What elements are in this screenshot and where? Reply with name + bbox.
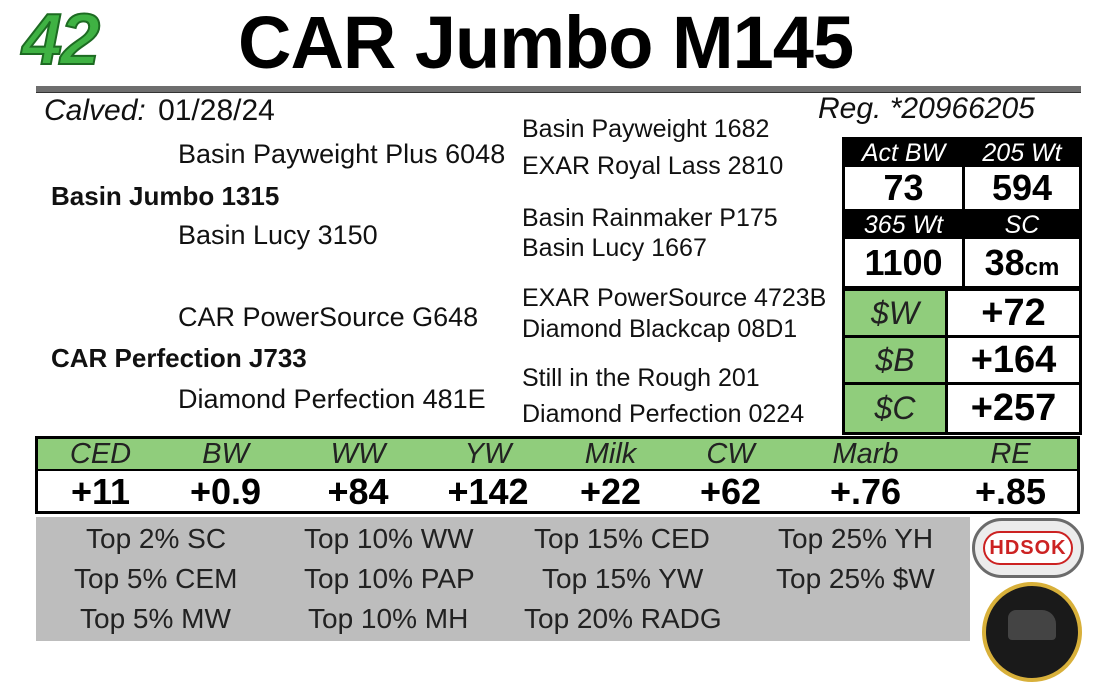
sc-number: 38 [984,242,1025,283]
epd-value-ww: +84 [327,471,389,512]
hdsok-logo: HDSOK [972,518,1084,578]
bull-silhouette-icon [1008,610,1056,640]
epd-label-cw: CW [706,438,755,470]
epd-label-bw: BW [202,438,249,470]
gen3-ancestor: Diamond Blackcap 08D1 [522,315,798,343]
sire: Basin Jumbo 1315 [51,181,280,211]
epd-label-re: RE [990,438,1031,470]
gen3-ancestor: Still in the Rough 201 [522,364,760,392]
epd-label-yw: YW [464,438,512,470]
breed-association-seal-icon [982,582,1082,682]
gen3-ancestor: Diamond Perfection 0224 [522,400,805,428]
top-ranking: Top 15% YW [542,563,704,594]
hdsok-logo-text: HDSOK [983,531,1073,565]
dam-dam: Diamond Perfection 481E [178,384,486,414]
act-bw-value: 73 [845,167,962,209]
index-box: $W +72 $B +164 $C +257 [842,289,1082,435]
epd-label-marb: Marb [832,438,899,470]
dam-sire: CAR PowerSource G648 [178,302,479,332]
epd-value-bw: +0.9 [189,471,262,512]
header-divider [36,86,1081,93]
top-ranking: Top 25% YH [778,523,934,554]
index-value-b: +164 [948,338,1079,382]
calved-date: 01/28/24 [158,94,275,127]
top-ranking: Top 2% SC [86,523,227,554]
sire-sire: Basin Payweight Plus 6048 [178,139,506,169]
epd-strip: CED BW WW YW Milk CW Marb RE +11 +0.9 +8… [35,436,1080,514]
gen3-ancestor: Basin Payweight 1682 [522,115,770,143]
wt365-value: 1100 [845,239,962,286]
epd-label-milk: Milk [584,438,637,470]
index-value-w: +72 [948,291,1079,335]
epd-value-cw: +62 [699,471,762,512]
index-label-c: $C [845,385,945,432]
index-value-c: +257 [948,385,1079,432]
gen3-ancestor: Basin Lucy 1667 [522,234,707,262]
lot-number: 42 [21,0,101,80]
epd-value-re: +.85 [974,471,1047,512]
weights-box: Act BW 205 Wt 73 594 365 Wt SC 1100 38cm [842,137,1082,289]
calved-line: Calved: 01/28/24 [44,96,275,126]
gen3-ancestor: Basin Rainmaker P175 [522,204,778,232]
gen3-ancestor: EXAR Royal Lass 2810 [522,152,784,180]
top-ranking: Top 15% CED [534,523,710,554]
wt365-label: 365 Wt [845,212,962,239]
top-ranking: Top 10% WW [304,523,474,554]
top-ranking: Top 5% CEM [74,563,238,594]
epd-value-yw: +142 [447,471,529,512]
sc-label: SC [965,212,1079,239]
epd-label-ww: WW [330,438,386,470]
epd-label-ced: CED [69,438,132,470]
index-label-b: $B [845,338,945,382]
top-ranking: Top 25% $W [776,563,935,594]
animal-name: CAR Jumbo M145 [238,1,854,84]
top-ranking: Top 10% PAP [304,563,475,594]
wt205-label: 205 Wt [965,140,1079,167]
wt205-value: 594 [965,167,1079,209]
epd-header-row [38,439,1077,471]
dam: CAR Perfection J733 [51,343,307,373]
registration-number: Reg. *20966205 [818,92,1035,125]
index-label-w: $W [845,291,945,335]
epd-value-marb: +.76 [829,471,902,512]
act-bw-label: Act BW [845,140,962,167]
epd-value-milk: +22 [579,471,642,512]
top-rankings-panel: Top 2% SC Top 10% WW Top 15% CED Top 25%… [36,517,970,641]
sc-unit: cm [1024,254,1060,281]
sc-value: 38cm [965,239,1079,286]
top-ranking: Top 20% RADG [524,603,722,634]
sire-dam: Basin Lucy 3150 [178,220,378,250]
top-ranking: Top 10% MH [308,603,469,634]
calved-label: Calved: [44,94,146,127]
epd-value-ced: +11 [70,471,131,512]
gen3-ancestor: EXAR PowerSource 4723B [522,284,827,312]
top-ranking: Top 5% MW [80,603,231,634]
